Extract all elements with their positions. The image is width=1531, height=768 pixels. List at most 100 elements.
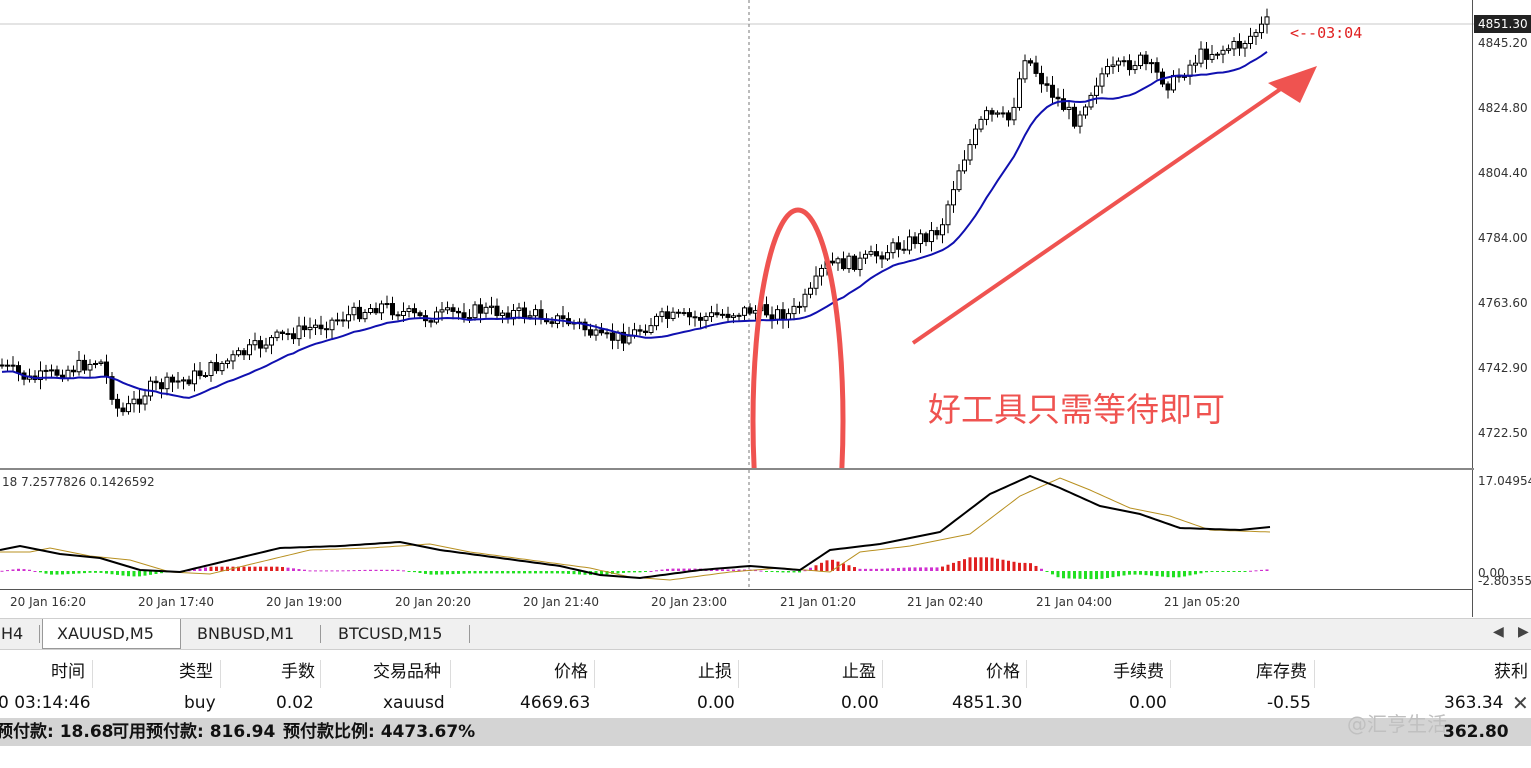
- header-commission[interactable]: 手续费: [1113, 662, 1164, 682]
- histogram-bar: [842, 563, 845, 571]
- histogram-bar: [1023, 562, 1027, 571]
- column-separator: [450, 660, 451, 714]
- candle-body: [945, 204, 951, 226]
- account-summary-bar: 预付款: 18.68 可用预付款: 816.94 预付款比例: 4473.67%…: [0, 718, 1531, 746]
- scroll-left-icon[interactable]: ◀: [1493, 624, 1504, 640]
- tab-separator: [320, 625, 321, 643]
- header-current-price[interactable]: 价格: [986, 662, 1020, 682]
- candle-body: [428, 320, 434, 323]
- candle-body: [0, 364, 5, 367]
- histogram-bar: [1029, 563, 1032, 571]
- histogram-bar: [61, 571, 64, 575]
- histogram-bar: [880, 568, 884, 571]
- histogram-bar: [1133, 571, 1137, 575]
- price-axis-border: [1472, 0, 1473, 617]
- scroll-right-icon[interactable]: ▶: [1518, 624, 1529, 640]
- histogram-bar: [517, 571, 521, 574]
- candle-body: [164, 376, 170, 390]
- histogram-bar: [330, 570, 334, 572]
- margin-text: 预付款: 18.68: [0, 722, 114, 742]
- histogram-bar: [237, 566, 240, 571]
- tab-btcusd-m15[interactable]: BTCUSD,M15: [338, 624, 443, 643]
- candle-body: [588, 329, 593, 336]
- histogram-bar: [847, 565, 851, 571]
- histogram-bar: [297, 569, 301, 571]
- candle-body: [1253, 32, 1259, 37]
- histogram-bar: [105, 571, 108, 574]
- candle-body: [1220, 49, 1226, 55]
- candle-body: [285, 333, 291, 336]
- header-time[interactable]: 时间: [51, 662, 85, 682]
- header-symbol[interactable]: 交易品种: [373, 662, 441, 682]
- header-open-price[interactable]: 价格: [554, 662, 588, 682]
- candle-body: [236, 350, 241, 356]
- histogram-bar: [726, 569, 730, 571]
- candle-body: [384, 303, 390, 306]
- indicator-axis-zero: 0.00: [1478, 566, 1505, 580]
- histogram-bar: [6, 570, 9, 572]
- header-swap[interactable]: 库存费: [1256, 662, 1307, 682]
- header-profit[interactable]: 获利: [1494, 662, 1528, 682]
- header-type[interactable]: 类型: [179, 662, 213, 682]
- candle-body: [637, 329, 643, 332]
- candle-body: [153, 380, 159, 384]
- histogram-bar: [1238, 571, 1241, 572]
- candle-body: [49, 369, 54, 372]
- tab-bnbusd-m1[interactable]: BNBUSD,M1: [197, 624, 295, 643]
- candle-body: [874, 251, 879, 257]
- time-axis-label: 20 Jan 16:20: [10, 595, 86, 609]
- histogram-bar: [820, 562, 823, 571]
- candle-body: [417, 312, 423, 317]
- close-position-icon[interactable]: ✕: [1512, 691, 1529, 715]
- header-take-profit[interactable]: 止盈: [842, 662, 876, 682]
- tab-h4[interactable]: H4: [1, 624, 24, 643]
- price-chart[interactable]: [0, 0, 1474, 468]
- candle-body: [626, 335, 632, 344]
- histogram-bar: [391, 569, 394, 571]
- candle-body: [351, 306, 357, 316]
- histogram-bar: [490, 571, 493, 574]
- histogram-bar: [275, 566, 279, 571]
- histogram-bar: [396, 569, 400, 571]
- header-volume[interactable]: 手数: [281, 662, 315, 682]
- candle-body: [670, 311, 676, 319]
- histogram-bar: [957, 561, 961, 571]
- histogram-bar: [638, 571, 642, 573]
- candle-body: [780, 309, 786, 321]
- tab-xauusd-m5[interactable]: XAUUSD,M5: [42, 619, 181, 649]
- histogram-bar: [99, 571, 103, 573]
- candle-body: [197, 370, 203, 377]
- histogram-bar: [435, 571, 438, 575]
- histogram-bar: [286, 567, 290, 571]
- histogram-bar: [1012, 561, 1016, 571]
- histogram-bar: [968, 557, 972, 571]
- histogram-bar: [303, 569, 306, 571]
- candle-body: [291, 333, 296, 340]
- candle-body: [219, 362, 225, 372]
- histogram-bar: [1051, 571, 1054, 575]
- histogram-bar: [11, 569, 15, 571]
- histogram-bar: [688, 568, 691, 571]
- histogram-bar: [908, 567, 911, 571]
- histogram-bar: [242, 566, 246, 571]
- histogram-bar: [138, 571, 141, 577]
- candle-body: [148, 380, 153, 397]
- histogram-bar: [737, 569, 741, 571]
- candle-body: [1149, 62, 1154, 65]
- candle-body: [1039, 72, 1044, 85]
- histogram-bar: [259, 566, 262, 571]
- header-stop-loss[interactable]: 止损: [698, 662, 732, 682]
- candle-body: [109, 376, 115, 400]
- histogram-bar: [132, 571, 136, 577]
- candle-body: [703, 316, 709, 321]
- candle-body: [241, 350, 247, 356]
- cell-swap: -0.55: [1267, 693, 1311, 713]
- table-row[interactable]: 0 03:14:46 buy 0.02 xauusd 4669.63 0.00 …: [0, 688, 1531, 718]
- histogram-bar: [292, 568, 295, 571]
- indicator-pane[interactable]: [0, 470, 1474, 590]
- candle-body: [643, 330, 648, 334]
- pane-divider[interactable]: [0, 468, 1474, 470]
- candle-body: [1121, 60, 1127, 63]
- candle-body: [494, 305, 500, 316]
- histogram-bar: [0, 570, 4, 572]
